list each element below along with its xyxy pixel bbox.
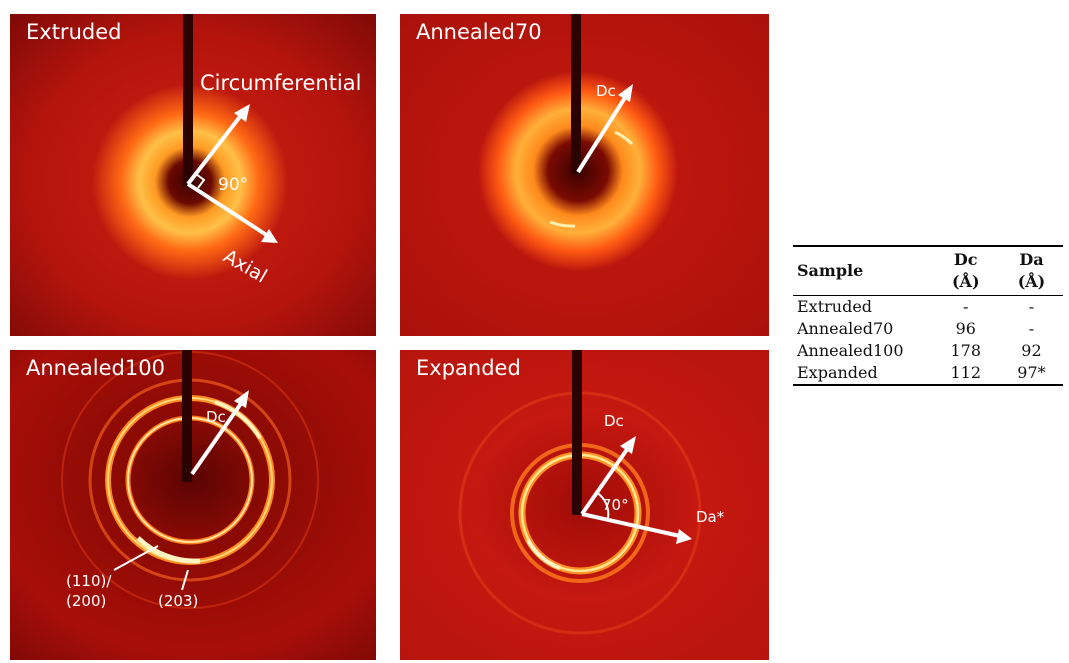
saxs-pattern-expanded: 70° Dc Da* Expanded	[400, 350, 769, 660]
header-da: Da (Å)	[1000, 246, 1063, 296]
panel-title-annealed100: Annealed100	[26, 356, 165, 380]
label-da: Da*	[696, 508, 725, 526]
cell-da: 97*	[1017, 363, 1046, 382]
header-sample: Sample	[797, 261, 864, 280]
saxs-pattern-extruded: 90° Circumferential Axial Extruded	[10, 14, 376, 336]
panel-title-annealed70: Annealed70	[416, 20, 542, 44]
cell-sample: Annealed100	[797, 341, 904, 360]
saxs-pattern-annealed70: Dc Annealed70	[400, 14, 769, 336]
header-da-label: Da	[1019, 250, 1044, 269]
leader-110-200	[113, 545, 159, 571]
cell-sample: Extruded	[797, 297, 873, 316]
beamstop	[571, 14, 581, 174]
header-da-unit: (Å)	[1017, 272, 1046, 291]
cell-da: -	[1028, 319, 1035, 338]
panel-title-extruded: Extruded	[26, 20, 122, 44]
table-row: Expanded 112 97*	[793, 362, 1063, 385]
header-dc-label: Dc	[953, 250, 978, 269]
angle-arc	[595, 491, 610, 519]
beamstop	[572, 350, 582, 515]
table-row: Annealed70 96 -	[793, 318, 1063, 340]
cell-da: 92	[1021, 341, 1042, 360]
detector-background	[400, 350, 769, 660]
label-peak-110: (110)/	[66, 572, 112, 590]
label-dc: Dc	[604, 412, 624, 430]
cell-da: -	[1028, 297, 1035, 316]
cell-dc: 112	[950, 363, 982, 382]
arrow-dc	[576, 84, 633, 174]
arrow-dc	[190, 390, 249, 476]
crystal-size-table: Sample Dc (Å) Da (Å) Extruded - - Anneal…	[793, 245, 1063, 386]
beamstop	[182, 350, 192, 482]
label-dc: Dc	[596, 82, 616, 100]
label-circumferential: Circumferential	[200, 71, 361, 95]
table-row: Annealed100 178 92	[793, 340, 1063, 362]
label-peak-200: (200)	[66, 592, 106, 610]
arrows	[186, 104, 278, 243]
saxs-pattern-annealed100: Dc (110)/ (200) (203) Annealed100	[10, 350, 376, 660]
angle-label-90: 90°	[218, 175, 248, 195]
label-peak-203: (203)	[158, 592, 198, 610]
cell-sample: Annealed70	[797, 319, 894, 338]
panel-title-expanded: Expanded	[416, 356, 521, 380]
right-angle-mark	[195, 173, 206, 189]
arrows	[580, 436, 692, 544]
label-dc: Dc	[206, 408, 226, 426]
cell-sample: Expanded	[797, 363, 878, 382]
cell-dc: 178	[950, 341, 982, 360]
header-dc-unit: (Å)	[951, 272, 980, 291]
beamstop	[183, 14, 193, 186]
cell-dc: -	[963, 297, 969, 316]
leader-203	[181, 569, 189, 591]
angle-label-70: 70°	[602, 496, 629, 514]
cell-dc: 96	[955, 319, 976, 338]
header-dc: Dc (Å)	[932, 246, 1000, 296]
table-row: Extruded - -	[793, 296, 1063, 319]
